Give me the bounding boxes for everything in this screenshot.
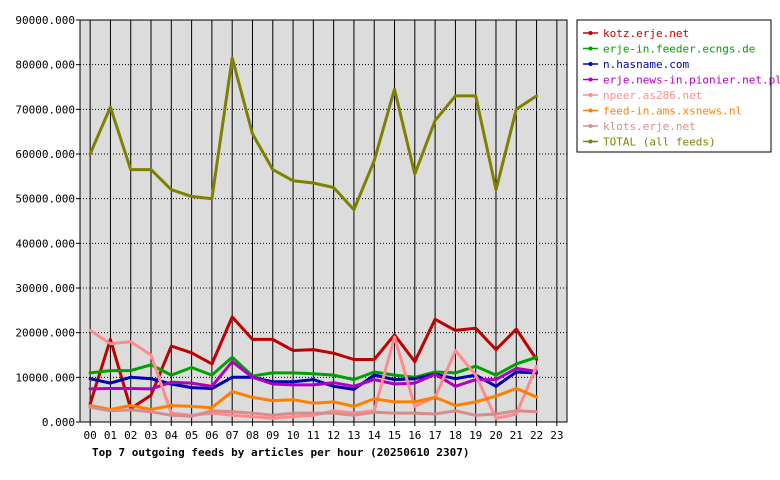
x-tick-label: 21 xyxy=(510,429,523,442)
x-tick-label: 18 xyxy=(449,429,462,442)
series-line xyxy=(88,360,539,391)
y-tick-label: 0.000 xyxy=(42,416,75,429)
chart-title: Top 7 outgoing feeds by articles per hou… xyxy=(92,446,470,459)
series-lines xyxy=(88,56,539,420)
x-tick-label: 19 xyxy=(469,429,482,442)
x-tick-label: 05 xyxy=(185,429,198,442)
series-line xyxy=(88,315,539,411)
series-line xyxy=(88,355,539,382)
y-tick-label: 50000.000 xyxy=(15,193,75,206)
x-tick-label: 23 xyxy=(550,429,563,442)
y-tick-label: 40000.000 xyxy=(15,237,75,250)
series-line xyxy=(88,405,539,418)
series-line xyxy=(88,387,539,411)
x-tick-label: 02 xyxy=(124,429,137,442)
y-tick-label: 10000.000 xyxy=(15,371,75,384)
x-tick-label: 20 xyxy=(489,429,502,442)
legend-swatch-dot xyxy=(588,108,593,113)
series-line xyxy=(88,56,539,212)
legend-label: erje.news-in.pionier.net.pl xyxy=(603,74,780,87)
y-axis-ticks: 0.000 10000.000 20000.000 30000.000 40000.00… xyxy=(15,14,80,429)
series-line xyxy=(88,328,539,420)
series-line xyxy=(88,370,539,391)
x-tick-label: 11 xyxy=(307,429,320,442)
x-tick-label: 17 xyxy=(428,429,441,442)
grid-lines xyxy=(80,20,567,422)
legend-swatch-dot xyxy=(588,139,593,144)
legend-label: n.hasname.com xyxy=(603,58,689,71)
y-tick-label: 90000.000 xyxy=(15,14,75,27)
legend-swatch-dot xyxy=(588,124,593,128)
x-tick-label: 07 xyxy=(226,429,239,442)
legend-label: feed-in.ams.xsnews.nl xyxy=(603,105,742,118)
x-tick-label: 03 xyxy=(144,429,157,442)
x-tick-label: 14 xyxy=(368,429,382,442)
x-tick-label: 04 xyxy=(165,429,179,442)
legend-swatch-dot xyxy=(588,77,593,82)
x-tick-label: 10 xyxy=(286,429,299,442)
x-tick-label: 00 xyxy=(84,429,97,442)
x-tick-label: 08 xyxy=(246,429,259,442)
y-tick-label: 30000.000 xyxy=(15,282,75,295)
legend-label: kotz.erje.net xyxy=(603,27,689,40)
legend-label: TOTAL (all feeds) xyxy=(603,136,716,149)
legend: kotz.erje.net erje-in.feeder.ecngs.de n.ha… xyxy=(583,27,780,149)
x-axis-ticks: 00 01 02 03 04 05 06 07 08 09 10 11 12 13 14 15 16 17 18 19… xyxy=(84,422,563,442)
legend-swatch-dot xyxy=(588,46,593,51)
legend-swatch-dot xyxy=(588,31,593,35)
x-tick-label: 01 xyxy=(104,429,117,442)
x-tick-label: 09 xyxy=(266,429,279,442)
plot-background xyxy=(79,19,568,423)
x-tick-label: 15 xyxy=(388,429,401,442)
legend-swatch-dot xyxy=(588,62,593,66)
x-tick-label: 22 xyxy=(530,429,543,442)
legend-label: erje-in.feeder.ecngs.de xyxy=(603,43,755,56)
y-tick-label: 60000.000 xyxy=(15,148,75,161)
y-tick-label: 20000.000 xyxy=(15,327,75,340)
y-tick-label: 70000.000 xyxy=(15,103,75,116)
legend-label: klots.erje.net xyxy=(603,120,696,133)
x-tick-label: 12 xyxy=(327,429,340,442)
x-tick-label: 06 xyxy=(205,429,218,442)
legend-label: npeer.as286.net xyxy=(603,89,702,102)
y-tick-label: 80000.000 xyxy=(15,59,75,72)
legend-box xyxy=(576,19,772,153)
x-tick-label: 13 xyxy=(347,429,360,442)
legend-swatch-dot xyxy=(588,93,593,97)
x-tick-label: 16 xyxy=(408,429,421,442)
